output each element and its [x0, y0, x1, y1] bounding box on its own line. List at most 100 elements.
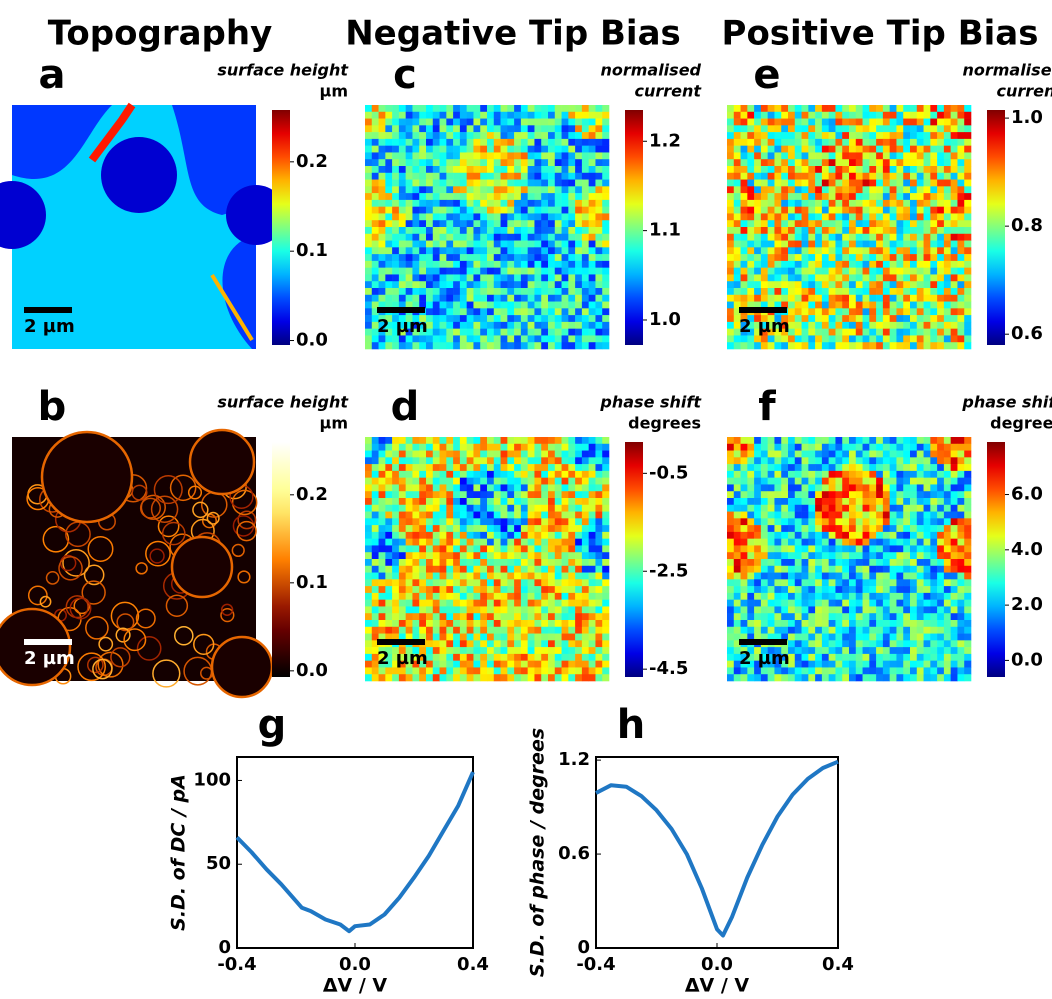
map-pixel: [419, 152, 427, 160]
map-pixel: [855, 552, 863, 560]
map-pixel: [514, 342, 522, 350]
map-pixel: [595, 491, 603, 499]
map-pixel: [493, 199, 501, 207]
map-pixel: [365, 105, 373, 113]
map-pixel: [923, 308, 931, 316]
map-pixel: [876, 193, 884, 201]
map-pixel: [767, 315, 775, 323]
map-pixel: [459, 504, 467, 512]
map-pixel: [754, 525, 762, 533]
map-pixel: [801, 111, 809, 119]
map-pixel: [487, 159, 495, 167]
map-pixel: [453, 653, 461, 661]
map-pixel: [767, 586, 775, 594]
map-pixel: [801, 525, 809, 533]
map-pixel: [774, 152, 782, 160]
map-pixel: [419, 531, 427, 539]
map-pixel: [507, 626, 515, 634]
map-pixel: [740, 288, 748, 296]
map-pixel: [365, 227, 373, 235]
map-pixel: [821, 301, 829, 309]
map-pixel: [923, 470, 931, 478]
map-pixel: [950, 220, 958, 228]
map-pixel: [568, 470, 576, 478]
map-pixel: [371, 125, 379, 133]
map-pixel: [842, 559, 850, 567]
map-pixel: [937, 470, 945, 478]
map-pixel: [575, 437, 583, 445]
map-pixel: [595, 470, 603, 478]
map-pixel: [747, 186, 755, 194]
map-pixel: [439, 274, 447, 282]
map-pixel: [835, 105, 843, 113]
map-pixel: [943, 531, 951, 539]
map-pixel: [493, 674, 501, 682]
map-pixel: [473, 538, 481, 546]
map-pixel: [520, 227, 528, 235]
map-pixel: [842, 308, 850, 316]
map-pixel: [581, 640, 589, 648]
map-pixel: [910, 559, 918, 567]
map-pixel: [923, 274, 931, 282]
map-pixel: [439, 565, 447, 573]
map-pixel: [514, 260, 522, 268]
map-pixel: [500, 247, 508, 255]
map-pixel: [453, 206, 461, 214]
map-pixel: [392, 660, 400, 668]
map-pixel: [747, 125, 755, 133]
map-pixel: [889, 233, 897, 241]
map-pixel: [527, 477, 535, 485]
map-pixel: [882, 294, 890, 302]
map-pixel: [855, 443, 863, 451]
map-pixel: [876, 206, 884, 214]
map-pixel: [740, 125, 748, 133]
map-pixel: [849, 477, 857, 485]
map-pixel: [595, 105, 603, 113]
map-pixel: [916, 240, 924, 248]
map-pixel: [788, 335, 796, 343]
map-pixel: [419, 518, 427, 526]
map-pixel: [561, 254, 569, 262]
map-pixel: [937, 111, 945, 119]
map-pixel: [554, 294, 562, 302]
map-pixel: [957, 579, 965, 587]
map-pixel: [774, 335, 782, 343]
map-pixel: [869, 565, 877, 573]
map-pixel: [950, 545, 958, 553]
map-pixel: [466, 613, 474, 621]
map-pixel: [473, 586, 481, 594]
map-pixel: [754, 538, 762, 546]
map-pixel: [923, 301, 931, 309]
map-pixel: [405, 159, 413, 167]
map-pixel: [446, 308, 454, 316]
map-pixel: [781, 525, 789, 533]
map-pixel: [815, 457, 823, 465]
map-pixel: [788, 545, 796, 553]
map-pixel: [473, 172, 481, 180]
map-pixel: [595, 247, 603, 255]
map-pixel: [439, 132, 447, 140]
map-pixel: [916, 152, 924, 160]
map-pixel: [500, 599, 508, 607]
map-pixel: [412, 606, 420, 614]
map-pixel: [849, 267, 857, 275]
map-pixel: [561, 559, 569, 567]
map-pixel: [575, 301, 583, 309]
map-pixel: [554, 674, 562, 682]
map-pixel: [500, 518, 508, 526]
map-pixel: [595, 443, 603, 451]
map-pixel: [957, 301, 965, 309]
map-pixel: [534, 267, 542, 275]
map-pixel: [815, 450, 823, 458]
map-pixel: [426, 132, 434, 140]
map-pixel: [487, 308, 495, 316]
map-pixel: [855, 511, 863, 519]
map-pixel: [828, 328, 836, 336]
map-pixel: [446, 464, 454, 472]
map-pixel: [808, 274, 816, 282]
map-pixel: [595, 640, 603, 648]
map-pixel: [534, 227, 542, 235]
map-pixel: [876, 464, 884, 472]
map-pixel: [507, 613, 515, 621]
map-pixel: [378, 613, 386, 621]
